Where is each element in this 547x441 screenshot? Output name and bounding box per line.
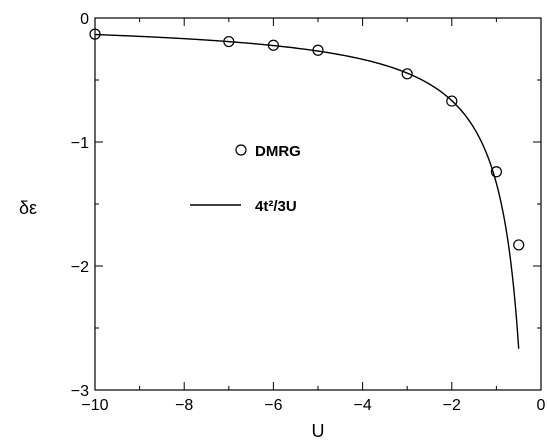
x-axis-ticks: −10 −8 −6 −4 −2 0 <box>81 18 546 414</box>
x-tick-label: −10 <box>81 397 108 414</box>
x-tick-label: −8 <box>175 397 193 414</box>
dmrg-point <box>223 35 235 48</box>
y-axis-ticks: 0 −1 −2 −3 <box>71 11 541 400</box>
x-tick-label: 0 <box>537 397 546 414</box>
dmrg-point <box>513 239 525 251</box>
y-tick-label: −2 <box>71 259 89 276</box>
dmrg-point <box>267 39 279 51</box>
plot-frame <box>94 17 542 391</box>
y-tick-label: 0 <box>80 11 89 28</box>
legend: DMRG 4t²/3U <box>190 143 301 215</box>
y-tick-label: −3 <box>71 383 89 400</box>
dmrg-point <box>490 166 502 178</box>
x-tick-label: −4 <box>353 397 371 414</box>
legend-marker-dmrg <box>235 144 247 156</box>
x-axis-title: U <box>312 421 325 441</box>
series-line-theory <box>94 33 520 349</box>
dmrg-point <box>446 95 458 107</box>
series-dmrg-points <box>89 28 525 251</box>
dmrg-point <box>312 44 324 56</box>
y-tick-label: −1 <box>71 135 89 152</box>
dmrg-point <box>89 28 101 40</box>
legend-label-dmrg: DMRG <box>255 143 301 160</box>
dmrg-point <box>401 68 413 80</box>
x-tick-label: −2 <box>443 397 461 414</box>
x-tick-label: −6 <box>264 397 282 414</box>
legend-label-theory: 4t²/3U <box>255 198 297 215</box>
y-axis-title: δε <box>19 198 37 218</box>
